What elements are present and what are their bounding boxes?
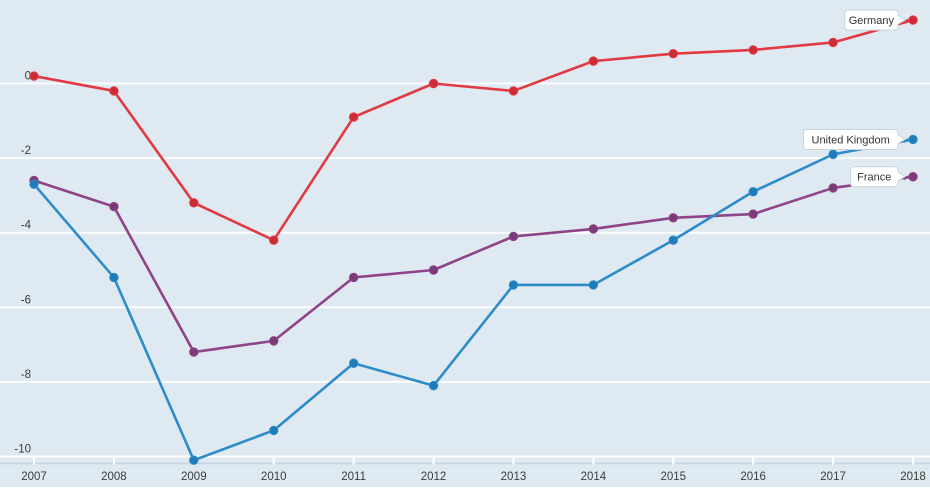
data-point-germany-2015[interactable] bbox=[668, 48, 678, 59]
data-point-germany-2010[interactable] bbox=[269, 235, 279, 245]
data-point-france-2014[interactable] bbox=[588, 224, 599, 234]
data-point-united-kingdom-2011[interactable] bbox=[348, 358, 359, 368]
series-label-france: France bbox=[857, 172, 891, 184]
data-point-united-kingdom-2009[interactable] bbox=[189, 455, 199, 465]
x-axis-tick-label: 2011 bbox=[341, 471, 366, 483]
data-point-germany-2017[interactable] bbox=[828, 37, 838, 48]
callout-connector-france bbox=[903, 175, 909, 181]
data-point-united-kingdom-2008[interactable] bbox=[109, 272, 119, 283]
callout-bubble-germany bbox=[844, 9, 906, 31]
data-point-germany-2009[interactable] bbox=[189, 198, 199, 208]
x-axis-tick-label: 2017 bbox=[820, 471, 846, 483]
x-axis-tick-label: 2007 bbox=[21, 471, 47, 483]
callout-united-kingdom: United Kingdom bbox=[802, 128, 909, 150]
data-point-germany-2007[interactable] bbox=[29, 71, 39, 81]
y-axis-tick-label: -8 bbox=[21, 369, 31, 381]
data-point-united-kingdom-2010[interactable] bbox=[269, 425, 279, 436]
callout-france: France bbox=[850, 166, 909, 188]
data-point-france-2011[interactable] bbox=[348, 272, 359, 283]
data-point-united-kingdom-2014[interactable] bbox=[588, 280, 599, 290]
data-point-germany-2008[interactable] bbox=[109, 86, 119, 96]
y-axis-tick-label: 0 bbox=[25, 71, 31, 83]
x-axis-tick-label: 2009 bbox=[181, 471, 207, 483]
y-axis-tick-label: -6 bbox=[21, 294, 31, 306]
data-point-france-2015[interactable] bbox=[668, 213, 678, 223]
y-axis-tick-label: -4 bbox=[21, 220, 32, 232]
data-point-germany-2016[interactable] bbox=[748, 45, 758, 55]
x-axis-tick-label: 2014 bbox=[581, 471, 607, 483]
x-axis-tick-label: 2010 bbox=[261, 471, 287, 483]
bottom-strip bbox=[0, 487, 930, 492]
data-point-france-2013[interactable] bbox=[508, 231, 519, 242]
y-axis-tick-label: -10 bbox=[14, 444, 31, 456]
data-point-united-kingdom-2017[interactable] bbox=[828, 149, 838, 160]
x-axis-tick-label: 2008 bbox=[101, 471, 127, 483]
line-united-kingdom[interactable] bbox=[32, 138, 915, 462]
x-axis-tick-label: 2018 bbox=[900, 471, 926, 483]
series-united-kingdom bbox=[29, 134, 918, 465]
line-france[interactable] bbox=[32, 175, 915, 354]
data-point-united-kingdom-2007[interactable] bbox=[29, 179, 39, 189]
data-point-germany-2011[interactable] bbox=[348, 112, 359, 122]
callout-bubble-france bbox=[850, 166, 906, 188]
data-point-france-2009[interactable] bbox=[189, 347, 199, 357]
x-axis-tick-label: 2013 bbox=[501, 471, 527, 483]
data-point-united-kingdom-2012[interactable] bbox=[428, 380, 439, 391]
data-point-france-2012[interactable] bbox=[428, 265, 439, 275]
data-point-united-kingdom-2013[interactable] bbox=[508, 280, 519, 290]
callout-bubble-united-kingdom bbox=[802, 128, 906, 150]
series-germany bbox=[29, 15, 918, 245]
data-point-france-2016[interactable] bbox=[748, 209, 758, 219]
data-point-france-2018[interactable] bbox=[908, 172, 918, 182]
data-point-france-2017[interactable] bbox=[828, 183, 838, 193]
callout-germany: Germany bbox=[844, 9, 909, 31]
callout-connector-united-kingdom bbox=[903, 138, 909, 143]
data-point-germany-2012[interactable] bbox=[428, 78, 439, 89]
data-point-united-kingdom-2018[interactable] bbox=[908, 134, 918, 145]
series-label-germany: Germany bbox=[849, 15, 895, 27]
data-point-germany-2018[interactable] bbox=[908, 15, 918, 25]
series-france bbox=[29, 172, 918, 357]
callout-connector-germany bbox=[903, 18, 909, 24]
x-axis-tick-label: 2016 bbox=[740, 471, 766, 483]
data-point-germany-2014[interactable] bbox=[588, 56, 599, 66]
series-label-united-kingdom: United Kingdom bbox=[812, 134, 890, 146]
y-axis-tick-label: -2 bbox=[21, 145, 31, 157]
data-point-united-kingdom-2016[interactable] bbox=[748, 186, 758, 197]
data-point-france-2010[interactable] bbox=[269, 336, 279, 346]
line-germany[interactable] bbox=[32, 18, 915, 242]
data-point-united-kingdom-2015[interactable] bbox=[668, 235, 678, 245]
data-point-france-2008[interactable] bbox=[109, 201, 119, 212]
x-axis-tick-label: 2012 bbox=[421, 471, 447, 483]
data-point-germany-2013[interactable] bbox=[508, 86, 519, 96]
x-axis-tick-label: 2015 bbox=[660, 471, 686, 483]
